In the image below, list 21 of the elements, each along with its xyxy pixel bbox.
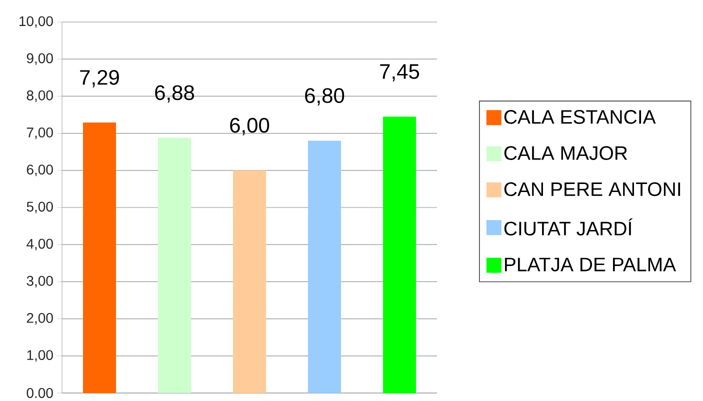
y-tick-label: 7,00	[26, 128, 53, 140]
data-label: 7,45	[380, 64, 420, 82]
legend-label: PLATJA DE PALMA	[505, 258, 676, 272]
y-tick-label: 10,00	[20, 16, 53, 28]
data-label: 6,88	[155, 85, 194, 103]
data-label: 7,29	[80, 70, 119, 88]
y-tick-label: 8,00	[26, 90, 53, 102]
y-tick-label: 4,00	[26, 238, 53, 250]
legend-label: CALA MAJOR	[504, 146, 628, 160]
data-label: 6,00	[230, 118, 270, 136]
y-tick-label: 5,00	[26, 202, 53, 214]
y-tick-label: 3,00	[26, 276, 53, 288]
y-tick-label: 1,00	[27, 350, 53, 362]
y-tick-label: 0.00	[26, 388, 53, 398]
legend-label: CALA ESTANCIA	[504, 110, 656, 124]
data-label: 6,80	[305, 88, 344, 106]
legend-label: CIUTAT JARDÍ	[504, 218, 633, 236]
y-tick-label: 9,00	[26, 53, 53, 65]
y-tick-label: 6,00	[26, 164, 53, 176]
legend-label: CAN PERE ANTONI	[504, 182, 680, 196]
y-tick-label: 2,00	[26, 313, 53, 325]
